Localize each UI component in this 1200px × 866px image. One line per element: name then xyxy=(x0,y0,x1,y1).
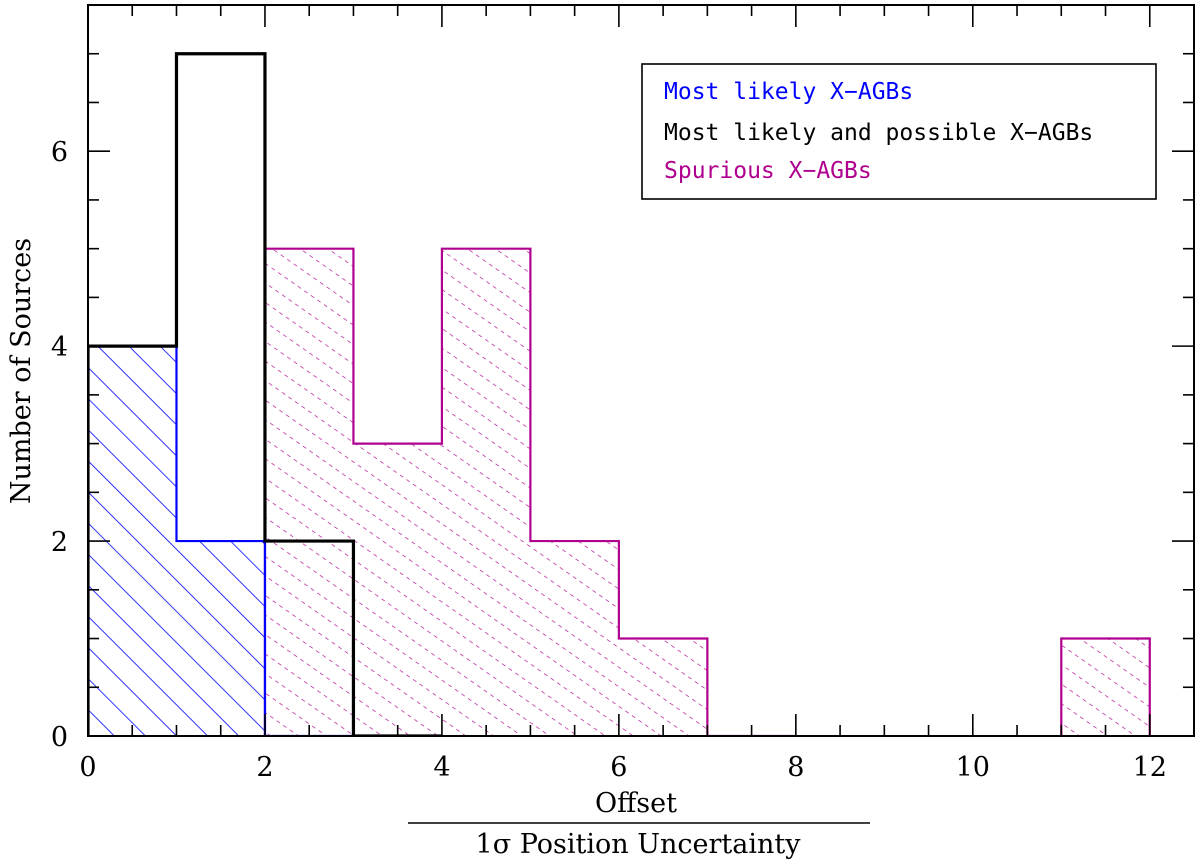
hist-bar-fill-s2-b5 xyxy=(530,541,619,736)
legend-entry-most-likely-and-possible: Most likely and possible X−AGBs xyxy=(664,120,1093,146)
x-tick-label: 2 xyxy=(256,752,273,783)
hist-bar-fill-s2-b2 xyxy=(264,248,354,736)
hist-outline-series-2 xyxy=(263,247,1151,736)
x-tick-label: 12 xyxy=(1133,752,1167,783)
y-tick-label: 6 xyxy=(51,137,68,168)
legend-entry-spurious: Spurious X−AGBs xyxy=(664,158,872,184)
x-tick-label: 8 xyxy=(787,752,804,783)
x-tick-label: 0 xyxy=(79,752,96,783)
histogram-fills xyxy=(88,248,1150,736)
x-axis-label-denominator: 1σ Position Uncertainty xyxy=(476,829,802,860)
x-tick-label: 10 xyxy=(956,752,990,783)
x-axis-label-numerator: Offset xyxy=(595,788,677,819)
legend: Most likely X−AGBs Most likely and possi… xyxy=(641,63,1157,200)
legend-entry-most-likely: Most likely X−AGBs xyxy=(664,79,913,105)
x-tick-label: 6 xyxy=(610,752,627,783)
hist-outline-series-1 xyxy=(88,52,442,736)
legend-box xyxy=(641,63,1157,200)
axis-tick-labels: 0 2 4 6 8 10 12 0 2 4 6 xyxy=(51,137,1167,783)
hist-bar-fill-s2-b6 xyxy=(618,638,708,736)
x-tick-label: 4 xyxy=(433,752,450,783)
hist-bar-fill-s2-b4 xyxy=(441,248,531,736)
hist-outline-series-0 xyxy=(88,345,354,736)
hist-bar-fill-s2-b11 xyxy=(1061,638,1150,736)
y-tick-label: 0 xyxy=(51,722,68,753)
y-tick-label: 2 xyxy=(51,527,68,558)
plot-frame xyxy=(87,4,1195,737)
axis-ticks xyxy=(87,4,1195,737)
y-axis-label: Number of Sources xyxy=(6,238,37,504)
hist-bar-fill-s0-b1 xyxy=(176,541,265,736)
hist-bar-fill-s2-b3 xyxy=(353,443,442,736)
histogram-outlines xyxy=(88,52,1151,736)
y-tick-label: 4 xyxy=(51,332,68,363)
